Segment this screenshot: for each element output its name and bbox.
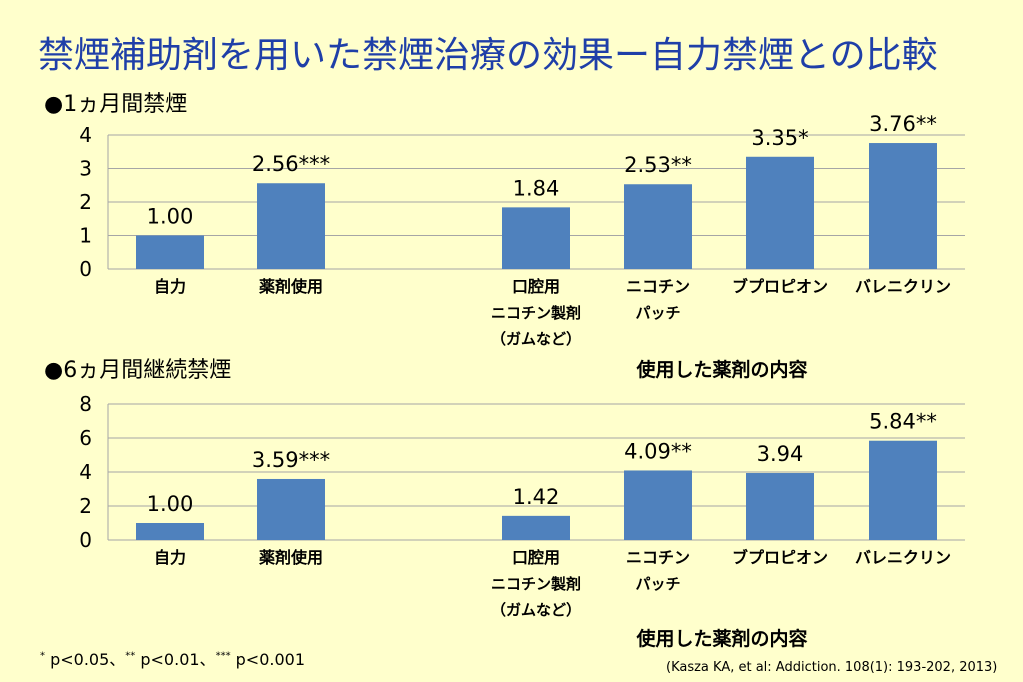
chart1-category-label: 自力 [154, 277, 186, 296]
chart1-category-label: （ガムなど） [491, 330, 581, 348]
chart1-data-label: 1.84 [513, 176, 560, 200]
chart1-data-label: 2.53** [624, 153, 692, 177]
chart1-ytick-label: 3 [79, 157, 92, 181]
chart2-category-label: ニコチン [626, 548, 690, 567]
chart1-category-label: ニコチン製剤 [491, 304, 581, 322]
chart2-bar [136, 523, 204, 540]
chart2-ytick-label: 4 [79, 460, 92, 484]
chart1-category-label: ニコチン [626, 277, 690, 296]
chart1-title: ●1ヵ月間禁煙 [44, 92, 188, 117]
footnote-text-3: p<0.001 [230, 650, 306, 669]
chart1-ytick-label: 0 [79, 257, 92, 281]
chart1-ytick-label: 2 [79, 190, 92, 214]
chart1-ytick-label: 1 [79, 224, 92, 248]
chart2-bar [624, 470, 692, 540]
chart1-bar [869, 143, 937, 269]
chart1-bar [624, 184, 692, 269]
chart1-category-label: 口腔用 [512, 277, 560, 296]
chart1-bar [502, 207, 570, 269]
chart1-data-label: 3.35* [751, 126, 808, 150]
chart2-category-label: ニコチン製剤 [491, 575, 581, 593]
chart1-category-label: バレニクリン [855, 277, 951, 296]
chart2-bar [869, 440, 937, 540]
footnote-sup-1: * [40, 650, 45, 662]
chart1-category-label: 薬剤使用 [258, 277, 323, 296]
chart2-category-label: ブプロピオン [732, 548, 828, 567]
chart2-bar [502, 515, 570, 540]
chart1-bar [746, 156, 814, 269]
chart2-xlabel: 使用した薬剤の内容 [635, 627, 807, 650]
chart2-category-label: 自力 [154, 548, 186, 567]
chart1-bar [136, 235, 204, 269]
chart2-bar [746, 473, 814, 540]
chart2-category-label: 口腔用 [512, 548, 560, 567]
chart2-data-label: 3.59*** [252, 448, 330, 472]
chart2-category-label: バレニクリン [855, 548, 951, 567]
footnote-sup-2: ** [125, 650, 136, 662]
citation: (Kasza KA, et al: Addiction. 108(1): 193… [666, 660, 998, 675]
chart1-ytick-label: 4 [79, 123, 92, 147]
chart2-ytick-label: 0 [79, 528, 92, 552]
chart2-title: ●6ヵ月間継続禁煙 [44, 358, 232, 383]
chart2-data-label: 3.94 [757, 442, 804, 466]
chart1-bar [257, 183, 325, 269]
chart2-category-label: パッチ [635, 575, 680, 593]
chart1-category-label: パッチ [635, 304, 680, 322]
chart2-data-label: 1.42 [513, 485, 560, 509]
footnote-text-2: p<0.01、 [135, 650, 216, 669]
footnote-sup-3: *** [215, 650, 231, 662]
chart1-category-label: ブプロピオン [732, 277, 828, 296]
chart2-ytick-label: 2 [79, 494, 92, 518]
slide-title: 禁煙補助剤を用いた禁煙治療の効果ー自力禁煙との比較 [38, 35, 938, 76]
chart2-ytick-label: 6 [79, 426, 92, 450]
chart1-data-label: 2.56*** [252, 152, 330, 176]
chart2-ytick-label: 8 [79, 392, 92, 416]
chart2-data-label: 1.00 [147, 492, 194, 516]
footnote-text-1: p<0.05、 [45, 650, 126, 669]
chart2-data-label: 4.09** [624, 439, 692, 463]
chart2-bar [257, 478, 325, 540]
chart2-category-label: （ガムなど） [491, 601, 581, 619]
chart2-data-label: 5.84** [869, 410, 937, 434]
chart1-data-label: 3.76** [869, 112, 937, 136]
chart2-category-label: 薬剤使用 [258, 548, 323, 567]
chart1-data-label: 1.00 [147, 205, 194, 229]
chart1-xlabel: 使用した薬剤の内容 [635, 358, 807, 381]
footnote: * p<0.05、** p<0.01、*** p<0.001 [40, 646, 305, 670]
